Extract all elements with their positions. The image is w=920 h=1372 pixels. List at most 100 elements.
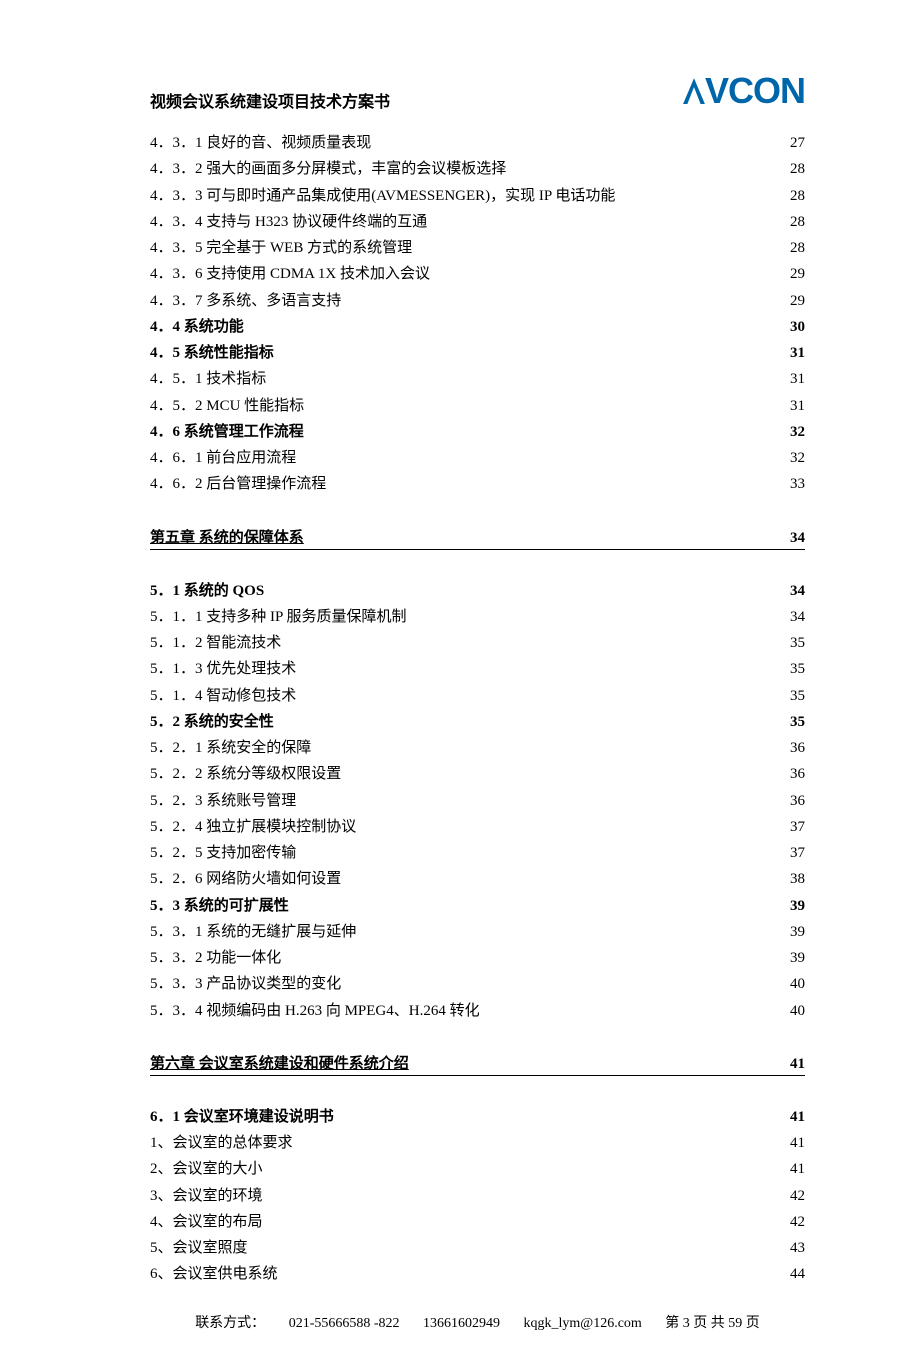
chapter-6-page: 41 bbox=[790, 1056, 805, 1073]
toc-row: 5．2．2 系统分等级权限设置36 bbox=[150, 761, 805, 787]
toc-page-number: 28 bbox=[790, 209, 805, 235]
toc-label: 4．6．1 前台应用流程 bbox=[150, 445, 296, 471]
toc-row: 5．3．2 功能一体化39 bbox=[150, 945, 805, 971]
toc-page-number: 28 bbox=[790, 183, 805, 209]
toc-label: 4．3．3 可与即时通产品集成使用(AVMESSENGER)，实现 IP 电话功… bbox=[150, 183, 615, 209]
toc-row: 5．2 系统的安全性35 bbox=[150, 709, 805, 735]
toc-row: 4．6．1 前台应用流程 32 bbox=[150, 445, 805, 471]
toc-page-number: 40 bbox=[790, 971, 805, 997]
toc-page-number: 34 bbox=[790, 578, 805, 604]
toc-label: 4．5 系统性能指标 bbox=[150, 340, 274, 366]
toc-label: 5．3．1 系统的无缝扩展与延伸 bbox=[150, 919, 356, 945]
toc-row: 1、会议室的总体要求41 bbox=[150, 1130, 805, 1156]
toc-row: 6、会议室供电系统44 bbox=[150, 1261, 805, 1287]
toc-page-number: 31 bbox=[790, 393, 805, 419]
toc-row: 4、会议室的布局 42 bbox=[150, 1209, 805, 1235]
toc-row: 5．2．1 系统安全的保障 36 bbox=[150, 735, 805, 761]
document-title: 视频会议系统建设项目技术方案书 bbox=[150, 88, 390, 112]
page-header: 视频会议系统建设项目技术方案书 VCON bbox=[150, 70, 805, 112]
toc-page-number: 39 bbox=[790, 893, 805, 919]
toc-page-number: 29 bbox=[790, 288, 805, 314]
toc-row: 5．3．4 视频编码由 H.263 向 MPEG4、H.264 转化 40 bbox=[150, 998, 805, 1024]
toc-page-number: 35 bbox=[790, 656, 805, 682]
toc-label: 4．3．1 良好的音、视频质量表现 bbox=[150, 130, 371, 156]
toc-label: 5．3．3 产品协议类型的变化 bbox=[150, 971, 341, 997]
toc-page-number: 39 bbox=[790, 945, 805, 971]
toc-label: 5．3 系统的可扩展性 bbox=[150, 893, 289, 919]
toc-row: 5．1．1 支持多种 IP 服务质量保障机制34 bbox=[150, 604, 805, 630]
toc-label: 4．4 系统功能 bbox=[150, 314, 244, 340]
toc-label: 5．3．4 视频编码由 H.263 向 MPEG4、H.264 转化 bbox=[150, 998, 480, 1024]
toc-page-number: 38 bbox=[790, 866, 805, 892]
toc-row: 5．2．5 支持加密传输37 bbox=[150, 840, 805, 866]
toc-row: 4．3．2 强大的画面多分屏模式，丰富的会议模板选择28 bbox=[150, 156, 805, 182]
toc-row: 5．3．1 系统的无缝扩展与延伸 39 bbox=[150, 919, 805, 945]
toc-page-number: 42 bbox=[790, 1209, 805, 1235]
toc-label: 5．2．3 系统账号管理 bbox=[150, 788, 296, 814]
toc-row: 5．1．4 智动修包技术35 bbox=[150, 683, 805, 709]
toc-row: 4．6 系统管理工作流程 32 bbox=[150, 419, 805, 445]
toc-page-number: 28 bbox=[790, 156, 805, 182]
chapter-6-heading: 第六章 会议室系统建设和硬件系统介绍 41 bbox=[150, 1052, 805, 1076]
toc-label: 6、会议室供电系统 bbox=[150, 1261, 278, 1287]
toc-page-number: 39 bbox=[790, 919, 805, 945]
toc-row: 5．2．4 独立扩展模块控制协议 37 bbox=[150, 814, 805, 840]
toc-page-number: 40 bbox=[790, 998, 805, 1024]
toc-page-number: 43 bbox=[790, 1235, 805, 1261]
toc-row: 4．5．1 技术指标31 bbox=[150, 366, 805, 392]
toc-page-number: 34 bbox=[790, 604, 805, 630]
toc-label: 5．1．3 优先处理技术 bbox=[150, 656, 296, 682]
toc-section-4: 4．3．1 良好的音、视频质量表现 274．3．2 强大的画面多分屏模式，丰富的会… bbox=[150, 130, 805, 498]
toc-label: 5．1 系统的 QOS bbox=[150, 578, 264, 604]
toc-section-5: 5．1 系统的 QOS345．1．1 支持多种 IP 服务质量保障机制345．1… bbox=[150, 578, 805, 1024]
toc-row: 5．2．3 系统账号管理 36 bbox=[150, 788, 805, 814]
toc-row: 5．3．3 产品协议类型的变化 40 bbox=[150, 971, 805, 997]
toc-page-number: 41 bbox=[790, 1104, 805, 1130]
toc-label: 2、会议室的大小 bbox=[150, 1156, 263, 1182]
toc-row: 4．5 系统性能指标 31 bbox=[150, 340, 805, 366]
toc-label: 5．2 系统的安全性 bbox=[150, 709, 274, 735]
toc-page-number: 32 bbox=[790, 445, 805, 471]
toc-label: 4．3．4 支持与 H323 协议硬件终端的互通 bbox=[150, 209, 427, 235]
toc-label: 5、会议室照度 bbox=[150, 1235, 248, 1261]
toc-row: 4．3．7 多系统、多语言支持 29 bbox=[150, 288, 805, 314]
toc-page-number: 30 bbox=[790, 314, 805, 340]
toc-label: 5．2．1 系统安全的保障 bbox=[150, 735, 311, 761]
toc-label: 4、会议室的布局 bbox=[150, 1209, 263, 1235]
toc-label: 5．2．4 独立扩展模块控制协议 bbox=[150, 814, 356, 840]
chapter-6-label: 第六章 会议室系统建设和硬件系统介绍 bbox=[150, 1052, 409, 1073]
toc-row: 5．1．3 优先处理技术 35 bbox=[150, 656, 805, 682]
toc-page-number: 29 bbox=[790, 261, 805, 287]
toc-row: 5．1．2 智能流技术35 bbox=[150, 630, 805, 656]
contact-phone1: 021-55666588 -822 bbox=[289, 1316, 400, 1331]
toc-row: 4．3．4 支持与 H323 协议硬件终端的互通 28 bbox=[150, 209, 805, 235]
toc-row: 4．3．1 良好的音、视频质量表现 27 bbox=[150, 130, 805, 156]
toc-page-number: 36 bbox=[790, 788, 805, 814]
toc-page-number: 41 bbox=[790, 1130, 805, 1156]
toc-page-number: 31 bbox=[790, 340, 805, 366]
toc-row: 5、会议室照度 43 bbox=[150, 1235, 805, 1261]
toc-label: 5．2．6 网络防火墙如何设置 bbox=[150, 866, 341, 892]
toc-page-number: 27 bbox=[790, 130, 805, 156]
toc-row: 4．6．2 后台管理操作流程33 bbox=[150, 471, 805, 497]
toc-row: 2、会议室的大小41 bbox=[150, 1156, 805, 1182]
toc-label: 4．3．7 多系统、多语言支持 bbox=[150, 288, 341, 314]
contact-label: 联系方式： bbox=[195, 1316, 265, 1331]
toc-row: 4．3．6 支持使用 CDMA 1X 技术加入会议29 bbox=[150, 261, 805, 287]
toc-label: 4．6．2 后台管理操作流程 bbox=[150, 471, 326, 497]
toc-row: 5．3 系统的可扩展性 39 bbox=[150, 893, 805, 919]
toc-row: 6．1 会议室环境建设说明书41 bbox=[150, 1104, 805, 1130]
toc-page-number: 42 bbox=[790, 1183, 805, 1209]
toc-label: 4．3．5 完全基于 WEB 方式的系统管理 bbox=[150, 235, 412, 261]
chapter-5-label: 第五章 系统的保障体系 bbox=[150, 526, 304, 547]
toc-page-number: 36 bbox=[790, 735, 805, 761]
toc-page-number: 28 bbox=[790, 235, 805, 261]
toc-label: 4．5．2 MCU 性能指标 bbox=[150, 393, 304, 419]
chapter-5-page: 34 bbox=[790, 530, 805, 547]
toc-page-number: 37 bbox=[790, 814, 805, 840]
contact-phone2: 13661602949 bbox=[423, 1316, 500, 1331]
toc-row: 5．1 系统的 QOS 34 bbox=[150, 578, 805, 604]
toc-label: 4．6 系统管理工作流程 bbox=[150, 419, 304, 445]
toc-page-number: 32 bbox=[790, 419, 805, 445]
logo-triangle-icon bbox=[683, 78, 705, 104]
